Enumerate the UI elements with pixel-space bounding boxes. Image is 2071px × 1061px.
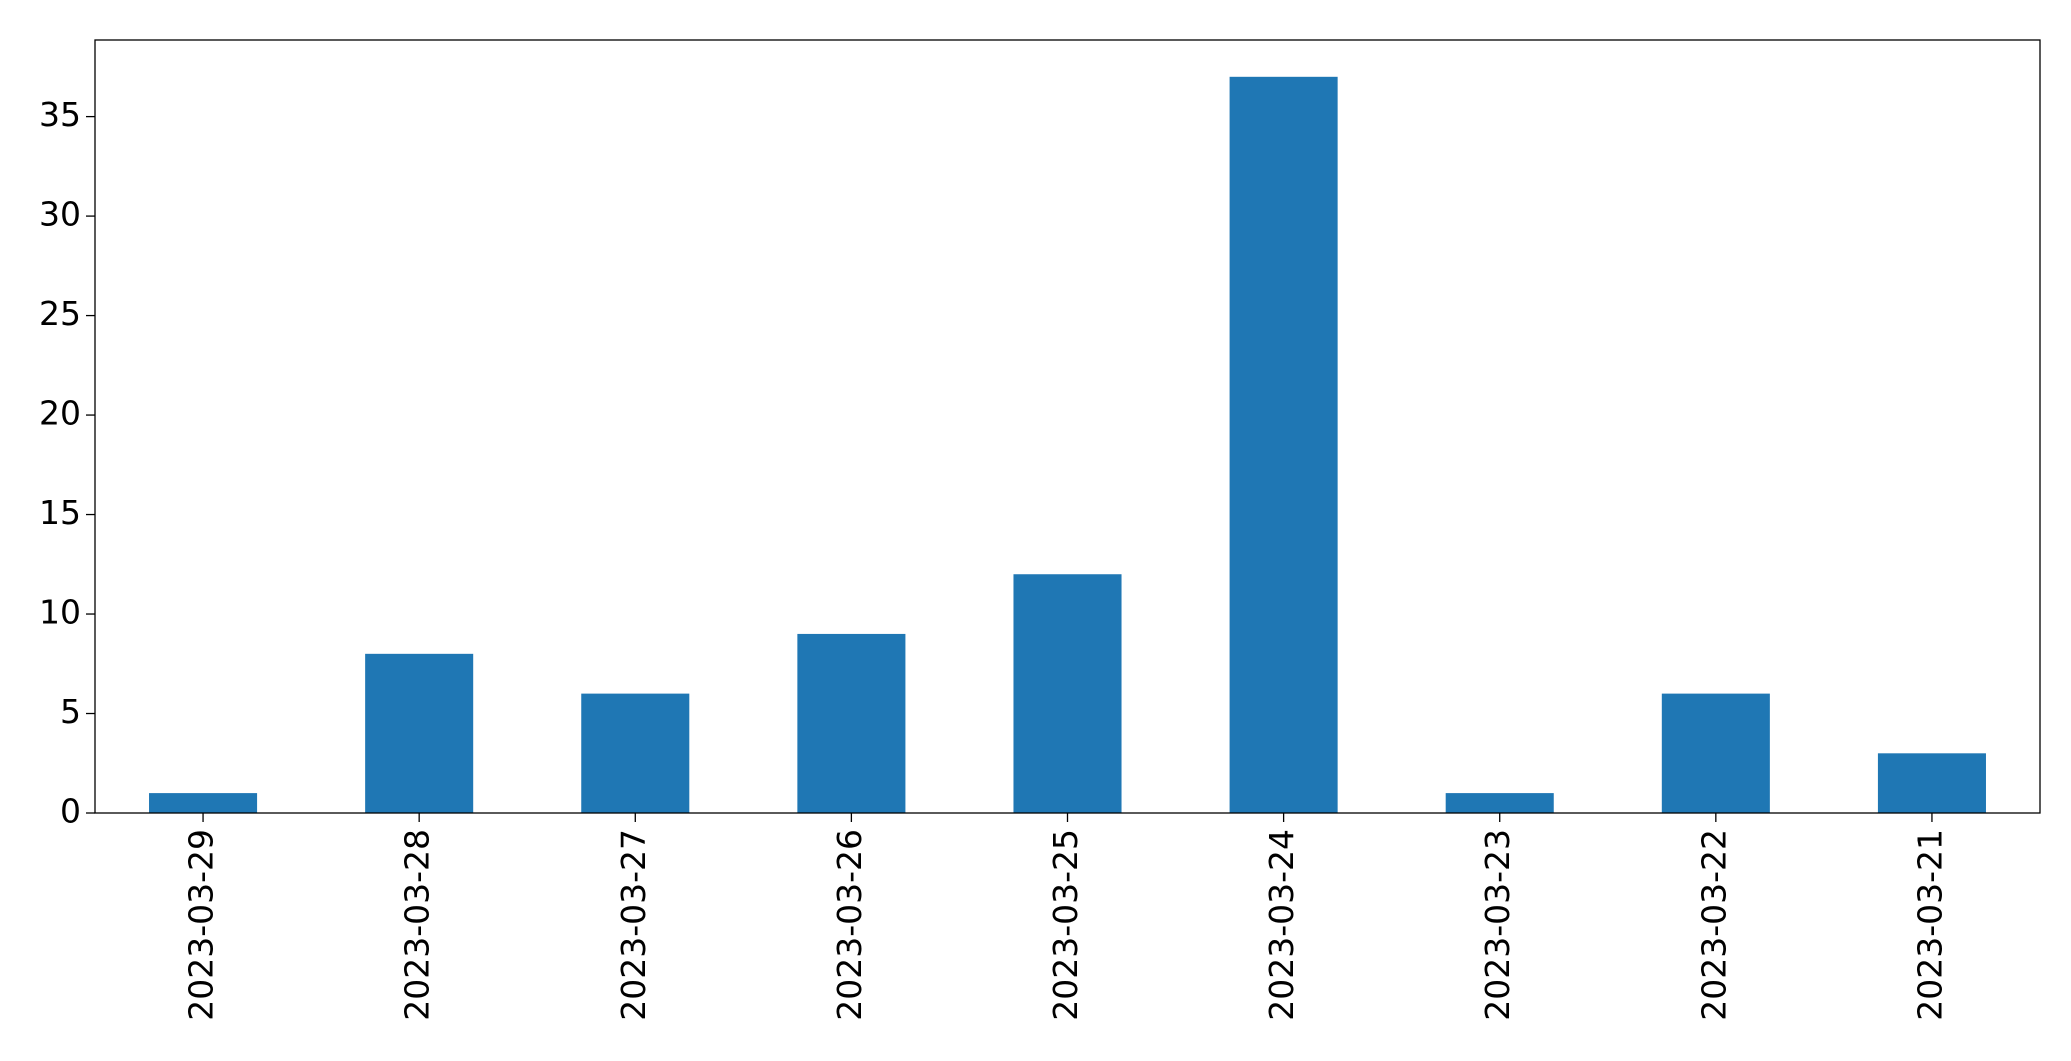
y-tick-label: 15 bbox=[39, 493, 81, 532]
x-tick-label: 2023-03-21 bbox=[1910, 829, 1949, 1021]
x-tick-label: 2023-03-27 bbox=[614, 829, 653, 1021]
bar-2023-03-29 bbox=[149, 793, 258, 813]
x-tick-label: 2023-03-26 bbox=[830, 829, 869, 1021]
bar-2023-03-22 bbox=[1661, 693, 1770, 813]
x-tick-label: 2023-03-23 bbox=[1478, 829, 1517, 1021]
y-tick-label: 20 bbox=[39, 394, 81, 433]
bars-layer bbox=[149, 76, 1986, 814]
bar-2023-03-28 bbox=[365, 653, 474, 813]
bar-2023-03-21 bbox=[1877, 753, 1986, 813]
bar-2023-03-24 bbox=[1229, 76, 1338, 814]
bar-2023-03-25 bbox=[1013, 574, 1122, 813]
plot-frame bbox=[94, 39, 2041, 814]
bar-2023-03-23 bbox=[1445, 793, 1554, 813]
x-tick-label: 2023-03-25 bbox=[1046, 829, 1085, 1021]
y-tick-label: 0 bbox=[60, 792, 81, 831]
bar-2023-03-27 bbox=[581, 693, 690, 813]
y-tick-label: 35 bbox=[39, 95, 81, 134]
x-axis: 2023-03-29 2023-03-28 2023-03-27 2023-03-26… bbox=[182, 813, 1949, 1021]
y-tick-label: 5 bbox=[60, 692, 81, 731]
x-tick-label: 2023-03-22 bbox=[1694, 829, 1733, 1021]
y-tick-label: 10 bbox=[39, 593, 81, 632]
y-axis: 0 5 10 15 20 25 30 35 bbox=[39, 95, 95, 831]
y-tick-label: 30 bbox=[39, 195, 81, 234]
bar-2023-03-26 bbox=[797, 633, 906, 813]
x-tick-label: 2023-03-29 bbox=[182, 829, 221, 1021]
x-tick-label: 2023-03-24 bbox=[1262, 829, 1301, 1021]
x-tick-label: 2023-03-28 bbox=[398, 829, 437, 1021]
y-tick-label: 25 bbox=[39, 294, 81, 333]
